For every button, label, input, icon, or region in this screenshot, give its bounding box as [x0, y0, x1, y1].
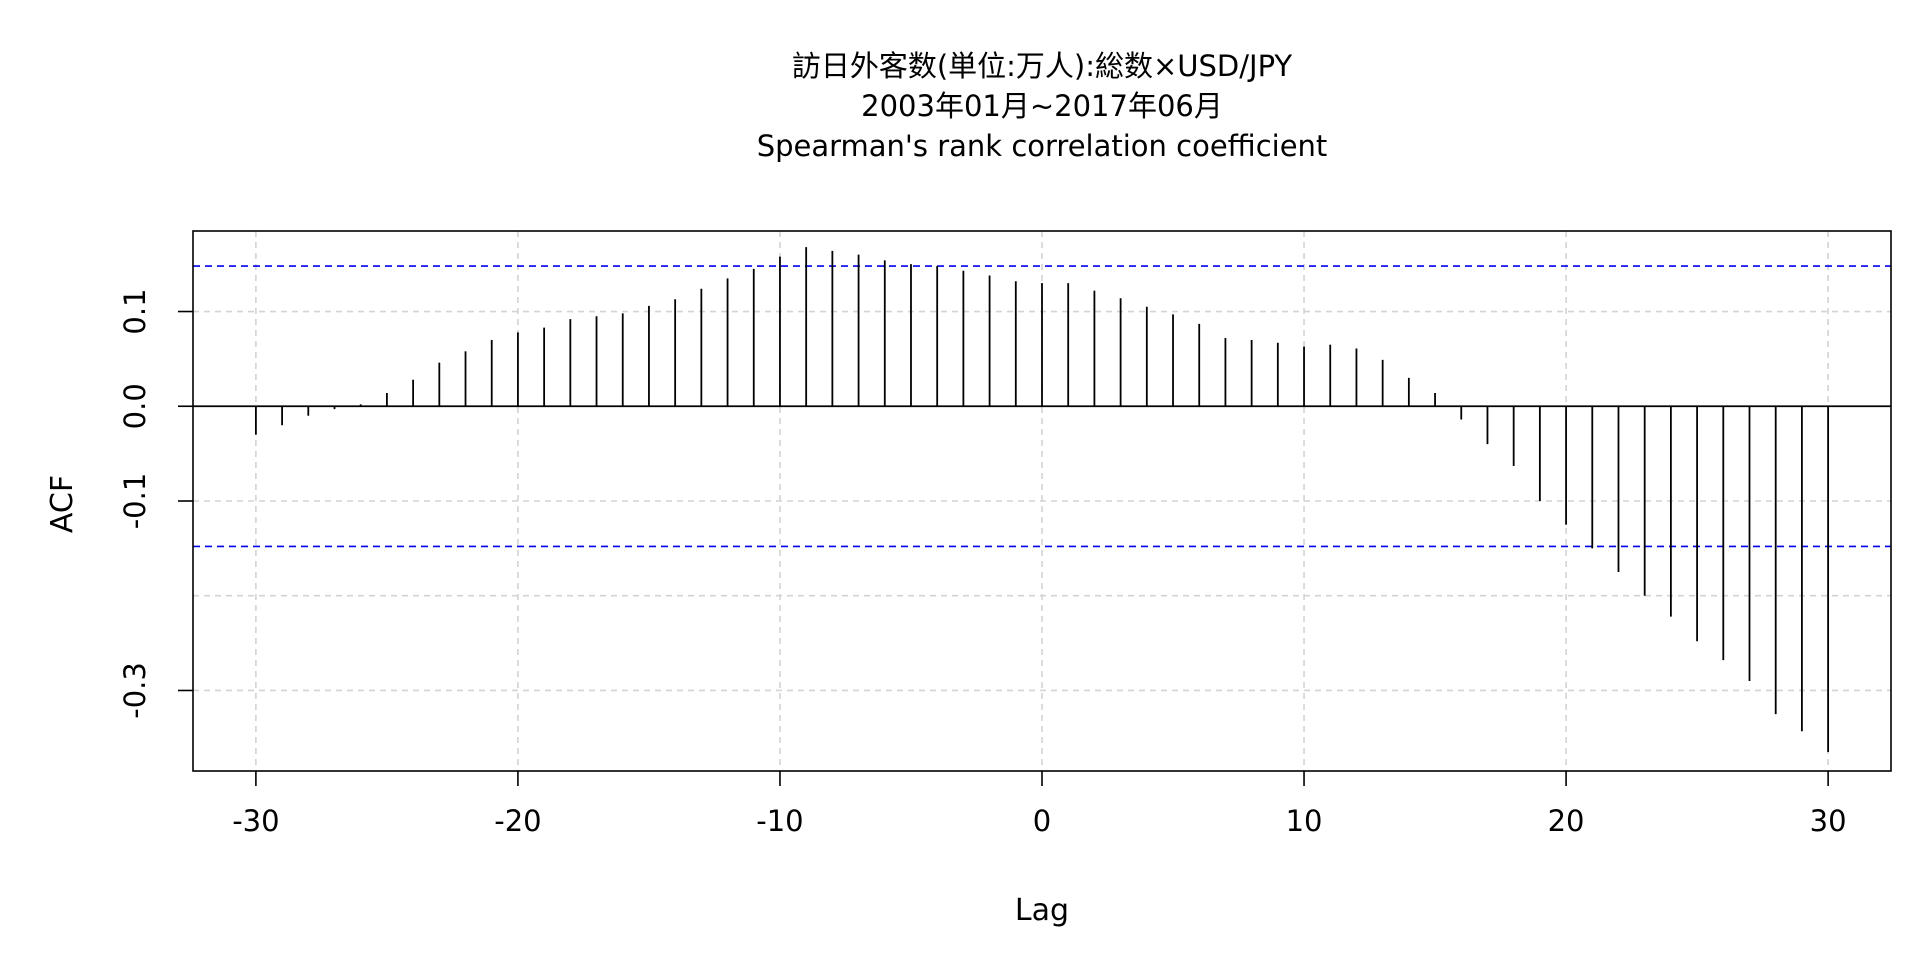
- x-axis-title: Lag: [1015, 893, 1069, 928]
- chart-title-line-1: 訪日外客数(単位:万人):総数×USD/JPY: [792, 49, 1293, 83]
- y-axis: -0.3 -0.1 0.0 0.1: [118, 288, 193, 719]
- y-tick-label: -0.3: [118, 662, 152, 719]
- y-tick-label: 0.1: [118, 288, 152, 334]
- chart-title-line-3: Spearman's rank correlation coefficient: [757, 129, 1328, 163]
- chart-title-line-2: 2003年01月~2017年06月: [861, 89, 1223, 123]
- x-tick-label: 0: [1033, 804, 1051, 838]
- acf-bars: [254, 247, 1830, 753]
- x-tick-label: -10: [756, 804, 803, 838]
- y-tick-label: -0.1: [118, 473, 152, 530]
- x-tick-label: 30: [1810, 804, 1847, 838]
- x-tick-label: 10: [1286, 804, 1323, 838]
- x-tick-label: -30: [232, 804, 279, 838]
- chart-title: 訪日外客数(単位:万人):総数×USD/JPY 2003年01月~2017年06…: [757, 49, 1328, 163]
- y-tick-label: 0.0: [118, 383, 152, 429]
- x-axis: -30 -20 -10 0 10 20 30: [232, 771, 1847, 838]
- x-tick-label: 20: [1548, 804, 1585, 838]
- y-axis-title: ACF: [45, 475, 80, 533]
- confidence-bounds: [193, 265, 1891, 548]
- x-tick-label: -20: [494, 804, 541, 838]
